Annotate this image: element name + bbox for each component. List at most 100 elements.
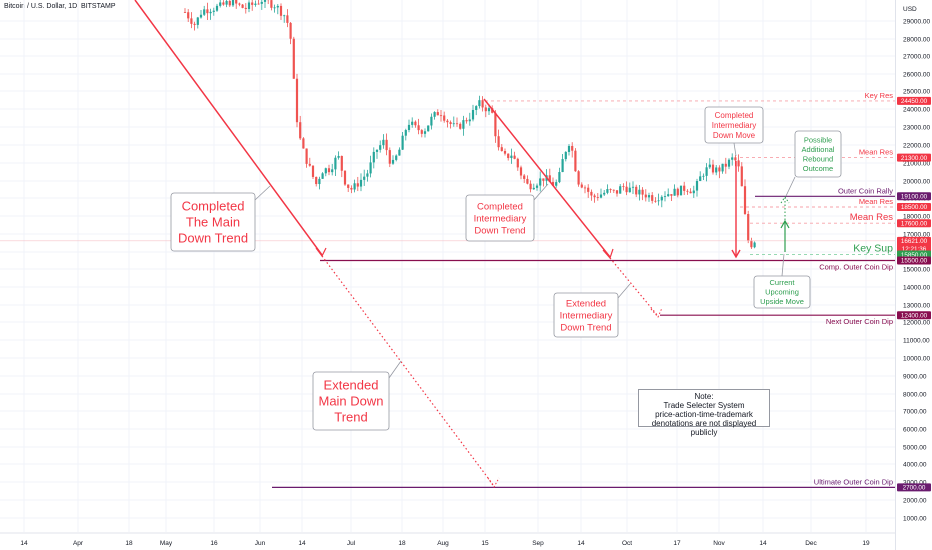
candle — [503, 151, 507, 154]
price-tick-label: 28000.00 — [903, 37, 930, 44]
candle — [647, 195, 651, 198]
completed-inter-callout-text: Completed — [477, 201, 523, 212]
trend-arrowhead — [731, 249, 741, 259]
mean-res-label: Mean Res — [850, 212, 894, 223]
grid — [0, 0, 895, 532]
candle — [190, 18, 193, 24]
candle — [315, 176, 318, 185]
candle — [359, 179, 363, 187]
candle — [372, 151, 375, 163]
candle — [203, 9, 206, 15]
candle — [436, 112, 439, 116]
candle — [382, 139, 385, 146]
candle — [209, 11, 212, 14]
candle — [302, 138, 305, 149]
time-tick-label: 18 — [398, 540, 406, 547]
candle — [542, 178, 545, 181]
candle — [753, 242, 756, 248]
candle — [337, 156, 340, 158]
candle — [564, 151, 567, 160]
candle — [283, 15, 286, 17]
candle — [407, 124, 411, 131]
candle — [641, 189, 644, 195]
candle — [446, 120, 449, 123]
candle — [219, 2, 222, 6]
intermediary-down-trend-line — [483, 98, 611, 258]
candle — [555, 182, 558, 186]
trend-arrowhead — [650, 307, 663, 318]
price-tag-label: 19100.00 — [901, 194, 928, 201]
candle — [571, 145, 574, 151]
candle — [228, 0, 231, 6]
candle — [663, 196, 667, 197]
chart-title: Bitcoin / U.S. Dollar, 1D, BITSTAMP — [4, 3, 116, 10]
time-axis[interactable]: 14 Apr 18 May 16 Jun 14 Jul 18 Aug 15 Sep 14 Oct 17 Nov… — [0, 532, 895, 547]
price-tick-label: 8000.00 — [903, 392, 927, 399]
price-tags: 24450.00 21300.00 19100.00 18500.00 17600.00… — [897, 96, 931, 492]
candle — [635, 186, 638, 195]
candle — [551, 181, 555, 186]
candle — [311, 165, 315, 177]
time-tick-label: Dec — [805, 540, 817, 547]
candle — [657, 200, 660, 202]
candle — [369, 162, 372, 174]
key-sup-label: Key Sup — [853, 243, 893, 255]
time-tick-label: Aug — [437, 540, 449, 547]
candle — [670, 194, 673, 196]
candle — [420, 130, 423, 134]
callout-pointer — [733, 142, 737, 157]
candles — [183, 0, 756, 250]
upcoming-move-callout-box — [753, 275, 811, 309]
extended-inter-callout-text: Intermediary — [560, 310, 613, 321]
candle — [206, 9, 209, 14]
candle — [567, 145, 571, 152]
candle — [299, 122, 302, 139]
candle — [433, 112, 436, 117]
key-res-label: Key Res — [865, 91, 894, 100]
candle — [734, 157, 737, 161]
price-axis[interactable]: 1000.00 2000.00 3000.00 4000.00 5000.00 6000.… — [895, 0, 931, 550]
possible-rebound-callout-text: Rebound — [803, 154, 833, 163]
candle — [516, 158, 519, 168]
candle — [686, 190, 689, 192]
time-tick-label: Oct — [622, 540, 632, 547]
mean-res-label: Mean Res — [859, 148, 893, 157]
candle — [727, 159, 731, 167]
candle — [366, 173, 369, 177]
candle — [222, 2, 225, 5]
note-line: denotations are not displayed publicly — [651, 419, 757, 437]
candle — [638, 189, 641, 195]
time-tick-label: Sep — [532, 540, 544, 547]
note-line: price-action-time-trademark — [655, 410, 753, 419]
candle — [660, 196, 663, 201]
completed-move-callout-text: Completed — [715, 111, 754, 120]
outer-coin-rally-label: Outer Coin Rally — [838, 186, 893, 195]
candle — [340, 156, 343, 171]
candle — [478, 100, 481, 107]
completed-move-callout-text: Down Move — [713, 131, 756, 140]
candle — [254, 3, 257, 5]
time-tick-label: Jul — [347, 540, 356, 547]
candle — [295, 78, 299, 123]
completed-inter-callout-text: Down Trend — [474, 225, 525, 236]
possible-rebound-callout-text: Additional — [802, 145, 835, 154]
candle — [529, 183, 532, 190]
candle — [699, 176, 702, 182]
candle — [593, 195, 596, 198]
price-tick-label: 12000.00 — [903, 320, 930, 327]
candle — [599, 194, 603, 198]
price-tag — [897, 203, 931, 211]
note-box: Note: Trade Selecter System price-action… — [638, 389, 770, 437]
upcoming-move-callout-text: Current — [769, 278, 795, 287]
price-tick-label: 9000.00 — [903, 374, 927, 381]
extended-inter-callout-box — [553, 292, 619, 338]
candle — [334, 157, 337, 170]
candle — [500, 147, 503, 152]
candle — [244, 7, 247, 9]
candle — [631, 186, 635, 188]
candle — [606, 189, 609, 193]
completed-inter-callout-text: Intermediary — [474, 213, 527, 224]
main-down-trend-line — [134, 0, 323, 256]
upcoming-move-callout-text: Upside Move — [760, 297, 804, 306]
